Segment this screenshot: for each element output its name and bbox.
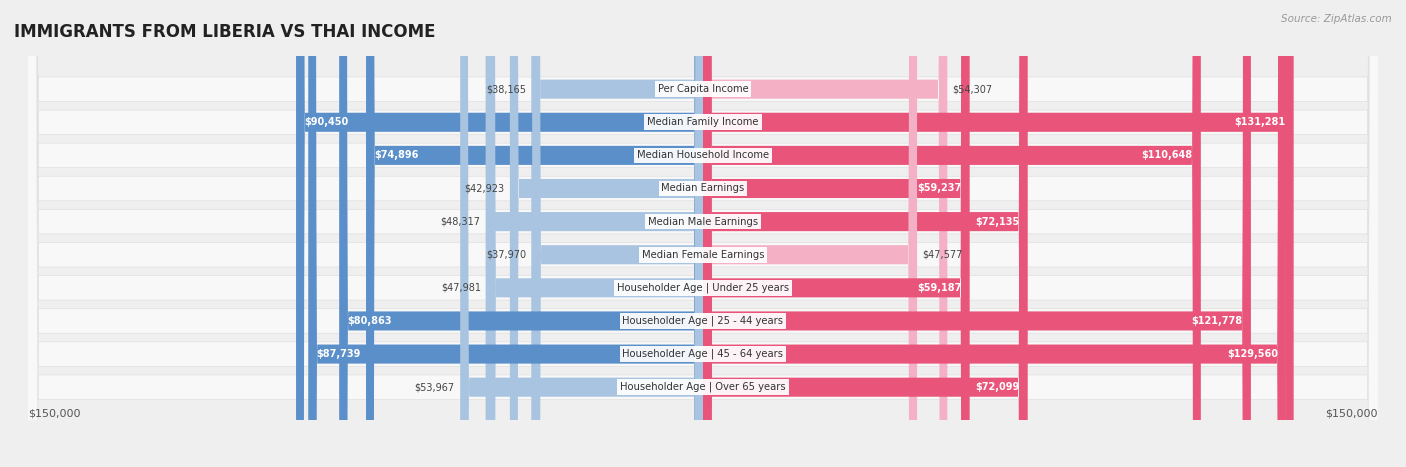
- FancyBboxPatch shape: [703, 0, 970, 467]
- FancyBboxPatch shape: [25, 0, 1381, 467]
- FancyBboxPatch shape: [703, 0, 1294, 467]
- Text: $47,981: $47,981: [441, 283, 482, 293]
- FancyBboxPatch shape: [703, 0, 948, 467]
- FancyBboxPatch shape: [703, 0, 1201, 467]
- Text: $150,000: $150,000: [28, 409, 80, 419]
- FancyBboxPatch shape: [703, 0, 917, 467]
- Text: $129,560: $129,560: [1227, 349, 1278, 359]
- FancyBboxPatch shape: [308, 0, 703, 467]
- FancyBboxPatch shape: [339, 0, 703, 467]
- FancyBboxPatch shape: [25, 0, 1381, 467]
- FancyBboxPatch shape: [703, 0, 1028, 467]
- Text: Per Capita Income: Per Capita Income: [658, 84, 748, 94]
- FancyBboxPatch shape: [366, 0, 703, 467]
- Text: $150,000: $150,000: [1326, 409, 1378, 419]
- Text: $90,450: $90,450: [304, 117, 349, 127]
- FancyBboxPatch shape: [297, 0, 703, 467]
- FancyBboxPatch shape: [25, 0, 1381, 467]
- FancyBboxPatch shape: [25, 0, 1381, 467]
- FancyBboxPatch shape: [25, 0, 1381, 467]
- Text: Householder Age | 45 - 64 years: Householder Age | 45 - 64 years: [623, 349, 783, 359]
- Text: $59,187: $59,187: [917, 283, 962, 293]
- Text: $38,165: $38,165: [486, 84, 526, 94]
- FancyBboxPatch shape: [460, 0, 703, 467]
- Text: Median Household Income: Median Household Income: [637, 150, 769, 160]
- FancyBboxPatch shape: [486, 0, 703, 467]
- Text: $37,970: $37,970: [486, 250, 527, 260]
- FancyBboxPatch shape: [531, 0, 703, 467]
- FancyBboxPatch shape: [531, 0, 703, 467]
- FancyBboxPatch shape: [25, 0, 1381, 467]
- Text: Householder Age | 25 - 44 years: Householder Age | 25 - 44 years: [623, 316, 783, 326]
- Text: Source: ZipAtlas.com: Source: ZipAtlas.com: [1281, 14, 1392, 24]
- Text: $131,281: $131,281: [1234, 117, 1285, 127]
- FancyBboxPatch shape: [510, 0, 703, 467]
- Text: IMMIGRANTS FROM LIBERIA VS THAI INCOME: IMMIGRANTS FROM LIBERIA VS THAI INCOME: [14, 23, 436, 42]
- Text: $74,896: $74,896: [374, 150, 419, 160]
- FancyBboxPatch shape: [703, 0, 1028, 467]
- Text: $121,778: $121,778: [1192, 316, 1243, 326]
- Text: $72,099: $72,099: [974, 382, 1019, 392]
- Text: $48,317: $48,317: [440, 217, 481, 226]
- Text: $110,648: $110,648: [1142, 150, 1192, 160]
- Text: $59,237: $59,237: [917, 184, 962, 193]
- Text: $47,577: $47,577: [922, 250, 963, 260]
- FancyBboxPatch shape: [485, 0, 703, 467]
- FancyBboxPatch shape: [703, 0, 1286, 467]
- Text: Median Female Earnings: Median Female Earnings: [641, 250, 765, 260]
- Text: $53,967: $53,967: [415, 382, 454, 392]
- Text: Median Family Income: Median Family Income: [647, 117, 759, 127]
- FancyBboxPatch shape: [25, 0, 1381, 467]
- FancyBboxPatch shape: [703, 0, 969, 467]
- FancyBboxPatch shape: [25, 0, 1381, 467]
- Text: $42,923: $42,923: [464, 184, 505, 193]
- FancyBboxPatch shape: [25, 0, 1381, 467]
- Text: $54,307: $54,307: [953, 84, 993, 94]
- Text: $72,135: $72,135: [976, 217, 1019, 226]
- FancyBboxPatch shape: [703, 0, 1251, 467]
- FancyBboxPatch shape: [25, 0, 1381, 467]
- Text: Median Earnings: Median Earnings: [661, 184, 745, 193]
- Text: $87,739: $87,739: [316, 349, 361, 359]
- Text: $80,863: $80,863: [347, 316, 392, 326]
- Text: Householder Age | Under 25 years: Householder Age | Under 25 years: [617, 283, 789, 293]
- Text: Householder Age | Over 65 years: Householder Age | Over 65 years: [620, 382, 786, 392]
- Text: Median Male Earnings: Median Male Earnings: [648, 217, 758, 226]
